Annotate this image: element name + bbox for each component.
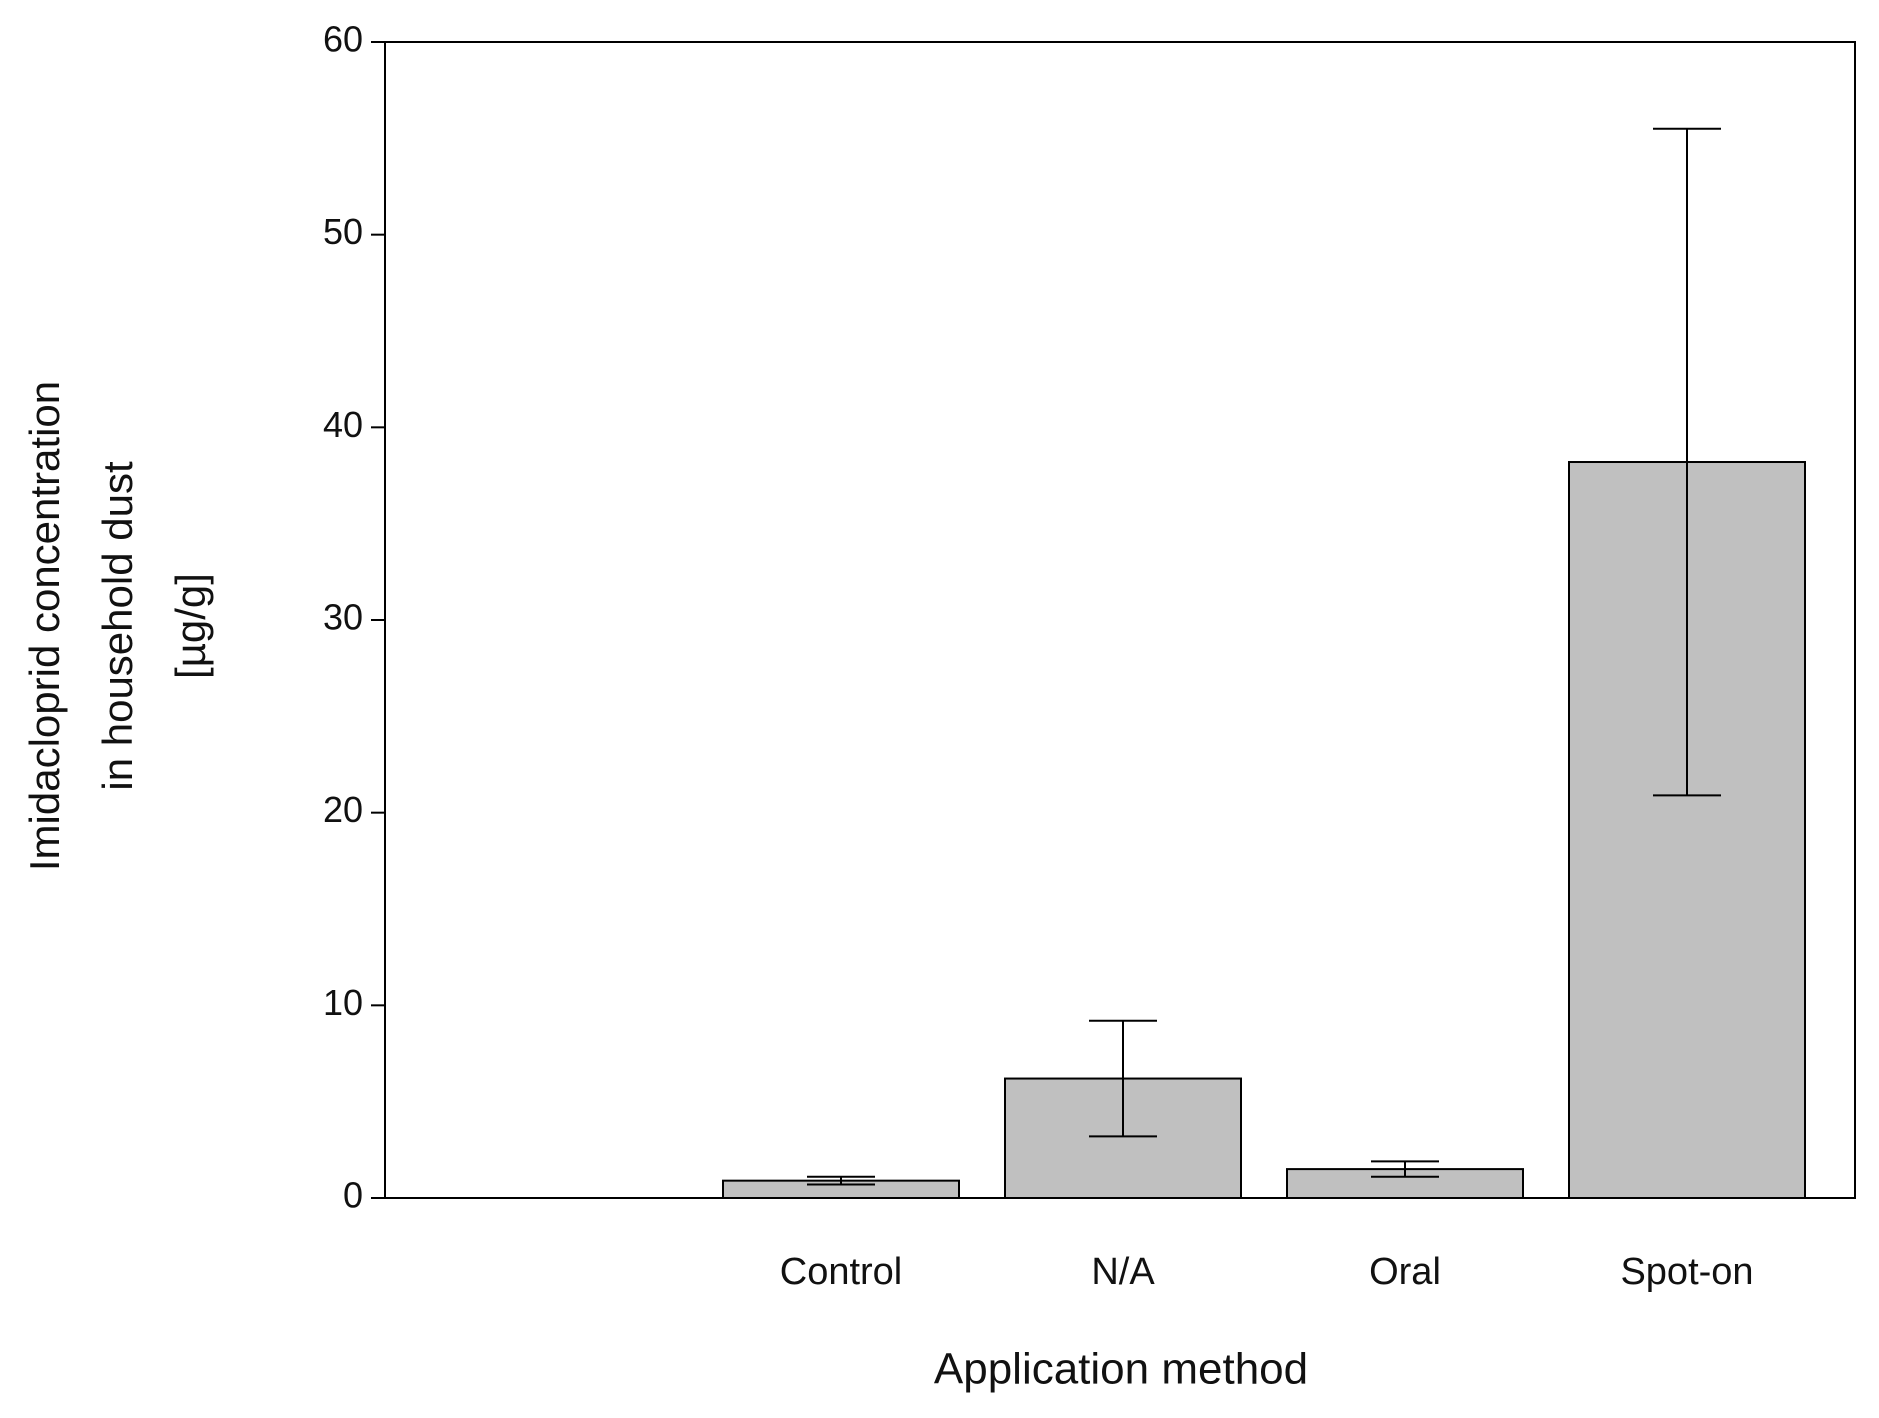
y-tick-label: 10	[323, 982, 363, 1023]
y-tick-label: 30	[323, 597, 363, 638]
x-axis-title: Application method	[934, 1345, 1308, 1394]
y-tick-label: 20	[323, 789, 363, 830]
x-tick-label: Control	[780, 1251, 903, 1293]
x-tick-label: Spot-on	[1620, 1251, 1753, 1293]
y-tick-label: 40	[323, 404, 363, 445]
y-tick-label: 50	[323, 211, 363, 252]
x-tick-label: N/A	[1091, 1251, 1155, 1293]
x-tick-label: Oral	[1369, 1251, 1441, 1293]
y-axis-title: [µg/g]	[167, 573, 214, 679]
y-tick-label: 0	[343, 1175, 363, 1216]
y-axis-title: in household dust	[94, 461, 141, 791]
y-tick-label: 60	[323, 19, 363, 60]
y-axis-title: Imidacloprid concentration	[21, 381, 68, 871]
